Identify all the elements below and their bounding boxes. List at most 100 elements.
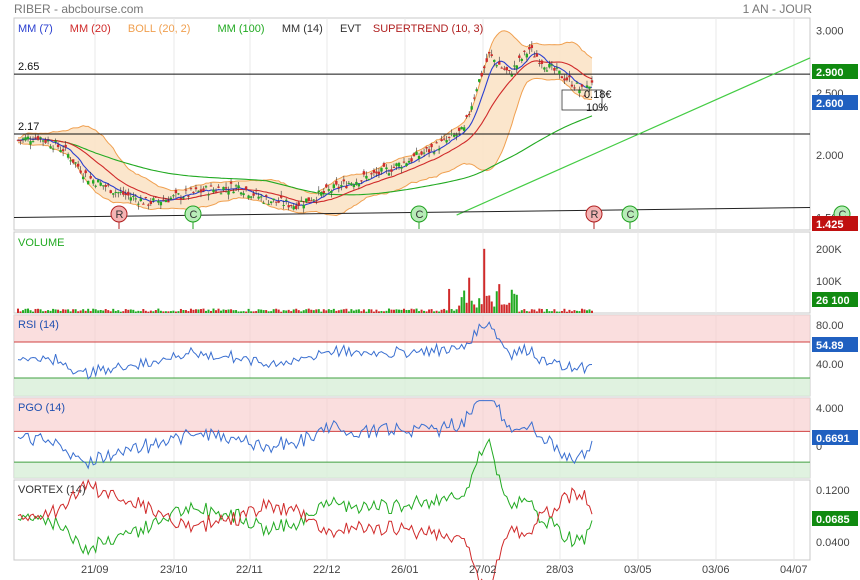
candle xyxy=(365,175,368,179)
volume-bar xyxy=(498,284,501,313)
candle xyxy=(350,183,353,186)
candle xyxy=(51,148,55,150)
candle xyxy=(397,162,401,167)
volume-bar xyxy=(327,309,330,313)
candle xyxy=(558,70,561,75)
volume-bar xyxy=(217,308,220,313)
candle xyxy=(312,199,315,201)
volume-bar xyxy=(448,288,451,313)
volume-bar xyxy=(573,310,576,313)
volume-bar xyxy=(355,309,358,313)
volume-bar xyxy=(580,308,583,313)
volume-bar xyxy=(307,308,310,313)
volume-bar xyxy=(159,310,162,313)
indicator-legend: SUPERTREND (10, 3) xyxy=(373,23,483,35)
candle xyxy=(97,179,100,183)
candle xyxy=(367,178,371,180)
volume-bar xyxy=(410,308,413,313)
candle xyxy=(377,171,381,175)
vortex-last-badge: 0.0685 xyxy=(816,514,850,526)
pgo-y-tick: 4.000 xyxy=(816,403,844,415)
volume-bar xyxy=(440,309,443,313)
candle xyxy=(553,68,556,71)
rsi-y-tick: 80.00 xyxy=(816,320,844,332)
candle xyxy=(19,140,22,142)
volume-bar xyxy=(350,309,353,313)
candle xyxy=(460,126,463,130)
candle xyxy=(174,189,178,194)
candle xyxy=(112,193,115,195)
volume-bar xyxy=(510,289,513,313)
mm7-line xyxy=(17,53,593,207)
volume-bar xyxy=(119,311,122,313)
volume-bar xyxy=(480,304,483,313)
volume-bar xyxy=(62,309,65,313)
candle xyxy=(535,53,539,57)
volume-bar xyxy=(230,309,233,313)
candle xyxy=(76,163,80,167)
signal-label: R xyxy=(591,209,599,221)
volume-bar xyxy=(282,310,285,313)
indicator-legend: MM (20) xyxy=(70,23,111,35)
candle xyxy=(86,180,90,185)
volume-bar xyxy=(250,311,253,313)
volume-bar xyxy=(322,309,325,313)
volume-bar xyxy=(227,309,230,313)
candle xyxy=(302,204,305,209)
x-axis-label: 26/01 xyxy=(391,564,419,576)
volume-bar xyxy=(568,309,571,313)
candle xyxy=(427,149,431,153)
candle xyxy=(503,68,506,70)
panel-frame-vortex xyxy=(13,479,811,561)
candle xyxy=(357,183,361,187)
candle xyxy=(525,53,529,58)
candle xyxy=(209,185,213,187)
volume-bar xyxy=(545,309,548,313)
volume-bar xyxy=(54,309,57,313)
signal-label: C xyxy=(839,209,847,221)
panel-title-volume: VOLUME xyxy=(18,237,64,249)
volume-bar xyxy=(478,298,481,313)
volume-bar xyxy=(453,310,456,313)
candle xyxy=(515,65,519,69)
volume-bar xyxy=(275,308,278,313)
candle xyxy=(518,55,521,58)
volume-bar xyxy=(357,309,360,313)
candle xyxy=(79,170,82,173)
volume-bar xyxy=(270,311,273,313)
volume-bar xyxy=(533,309,536,313)
indicator-legend: MM (14) xyxy=(282,23,323,35)
volume-bar xyxy=(570,311,573,313)
volume-bar xyxy=(300,311,303,313)
indicator-legend: BOLL (20, 2) xyxy=(128,23,191,35)
candle xyxy=(320,192,323,196)
candle xyxy=(279,195,283,198)
candle xyxy=(523,50,526,52)
candle xyxy=(447,136,451,138)
volume-bar xyxy=(169,311,172,313)
candle xyxy=(39,137,42,139)
candle xyxy=(162,199,165,201)
candle xyxy=(412,153,416,157)
volume-bar xyxy=(79,310,82,313)
volume-bar xyxy=(287,309,290,313)
volume-bar xyxy=(377,311,380,313)
volume-bar xyxy=(225,309,228,313)
candle xyxy=(239,192,243,195)
volume-bar xyxy=(460,297,463,313)
candle xyxy=(530,45,534,49)
volume-bar xyxy=(485,295,488,313)
volume-bar xyxy=(265,310,268,313)
volume-bar xyxy=(538,308,541,313)
candle xyxy=(305,198,308,203)
candle xyxy=(189,188,193,190)
volume-bar xyxy=(450,309,453,313)
panel-frame-vol xyxy=(13,231,811,314)
volume-bar xyxy=(215,310,218,313)
candle xyxy=(533,56,536,58)
candle xyxy=(452,134,456,137)
volume-bar xyxy=(438,311,441,313)
candle xyxy=(91,180,95,184)
volume-bar xyxy=(154,310,157,313)
candle xyxy=(488,52,491,54)
